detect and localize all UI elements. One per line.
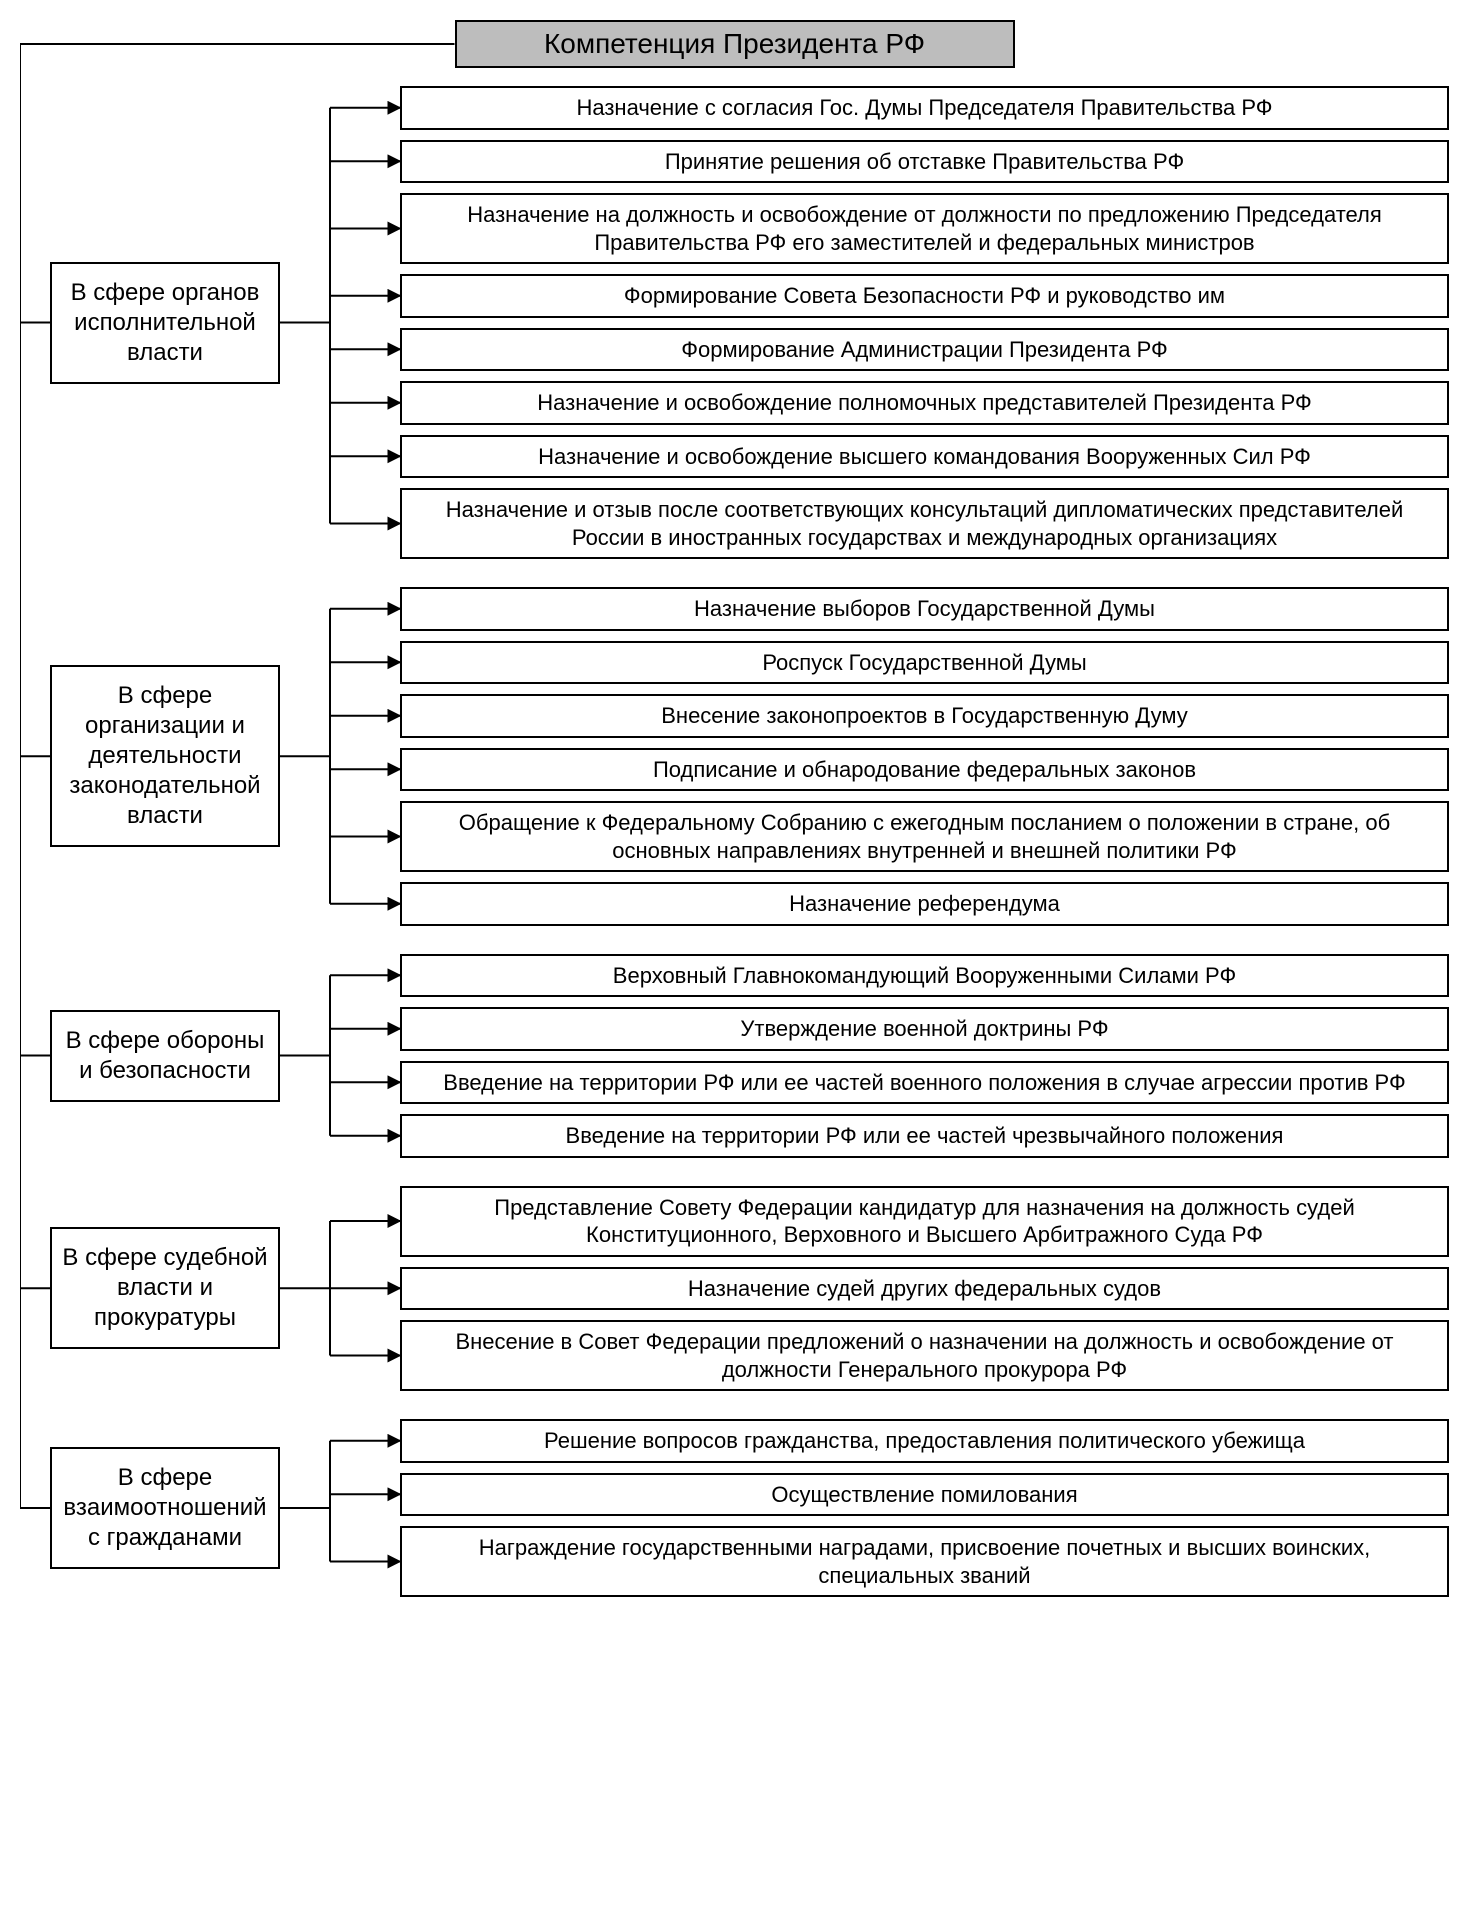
item-box: Утверждение военной доктрины РФ xyxy=(400,1007,1449,1051)
category-box: В сфере взаимоотно­шений с гражданами xyxy=(50,1447,280,1569)
diagram-title: Компетенция Президента РФ xyxy=(455,20,1015,68)
category-box: В сфере обороны и безопасности xyxy=(50,1010,280,1102)
item-box: Подписание и обнародование федеральных з… xyxy=(400,748,1449,792)
item-box: Решение вопросов гражданства, предоставл… xyxy=(400,1419,1449,1463)
item-box: Назначение судей других федеральных судо… xyxy=(400,1267,1449,1311)
section: В сфере обороны и безопасности Верховный … xyxy=(20,954,1449,1158)
item-box: Принятие решения об отставке Правительст… xyxy=(400,140,1449,184)
item-box: Роспуск Государственной Думы xyxy=(400,641,1449,685)
category-box: В сфере судебной власти и прокуратуры xyxy=(50,1227,280,1349)
item-box: Назначение на должность и освобождение о… xyxy=(400,193,1449,264)
item-box: Назначение и отзыв после соответствующих… xyxy=(400,488,1449,559)
item-box: Представление Совету Федерации кандидату… xyxy=(400,1186,1449,1257)
item-box: Обращение к Федеральному Собранию с ежег… xyxy=(400,801,1449,872)
section: В сфере судебной власти и прокуратуры Пре… xyxy=(20,1186,1449,1392)
item-box: Назначение и освобождение полномочных пр… xyxy=(400,381,1449,425)
item-box: Внесение законопроектов в Государственну… xyxy=(400,694,1449,738)
item-box: Назначение референдума xyxy=(400,882,1449,926)
item-box: Введение на территории РФ или ее частей … xyxy=(400,1061,1449,1105)
item-box: Награждение государственными наградами, … xyxy=(400,1526,1449,1597)
item-box: Осуществление помилования xyxy=(400,1473,1449,1517)
category-box: В сфере организации и деятельности закон… xyxy=(50,665,280,847)
item-box: Внесение в Совет Федерации предложений о… xyxy=(400,1320,1449,1391)
item-box: Формирование Администрации Президента РФ xyxy=(400,328,1449,372)
category-box: В сфере органов исполнительной власти xyxy=(50,262,280,384)
item-box: Назначение выборов Государственной Думы xyxy=(400,587,1449,631)
competence-diagram: Компетенция Президента РФ В сфере органо… xyxy=(20,20,1449,1597)
item-box: Назначение и освобождение высшего команд… xyxy=(400,435,1449,479)
section: В сфере организации и деятельности закон… xyxy=(20,587,1449,926)
section: В сфере органов исполнительной власти Наз… xyxy=(20,86,1449,559)
item-box: Верховный Главнокомандующий Вооруженными… xyxy=(400,954,1449,998)
section: В сфере взаимоотно­шений с гражданами Реш… xyxy=(20,1419,1449,1597)
item-box: Введение на территории РФ или ее частей … xyxy=(400,1114,1449,1158)
item-box: Формирование Совета Безопасности РФ и ру… xyxy=(400,274,1449,318)
item-box: Назначение с согласия Гос. Думы Председа… xyxy=(400,86,1449,130)
